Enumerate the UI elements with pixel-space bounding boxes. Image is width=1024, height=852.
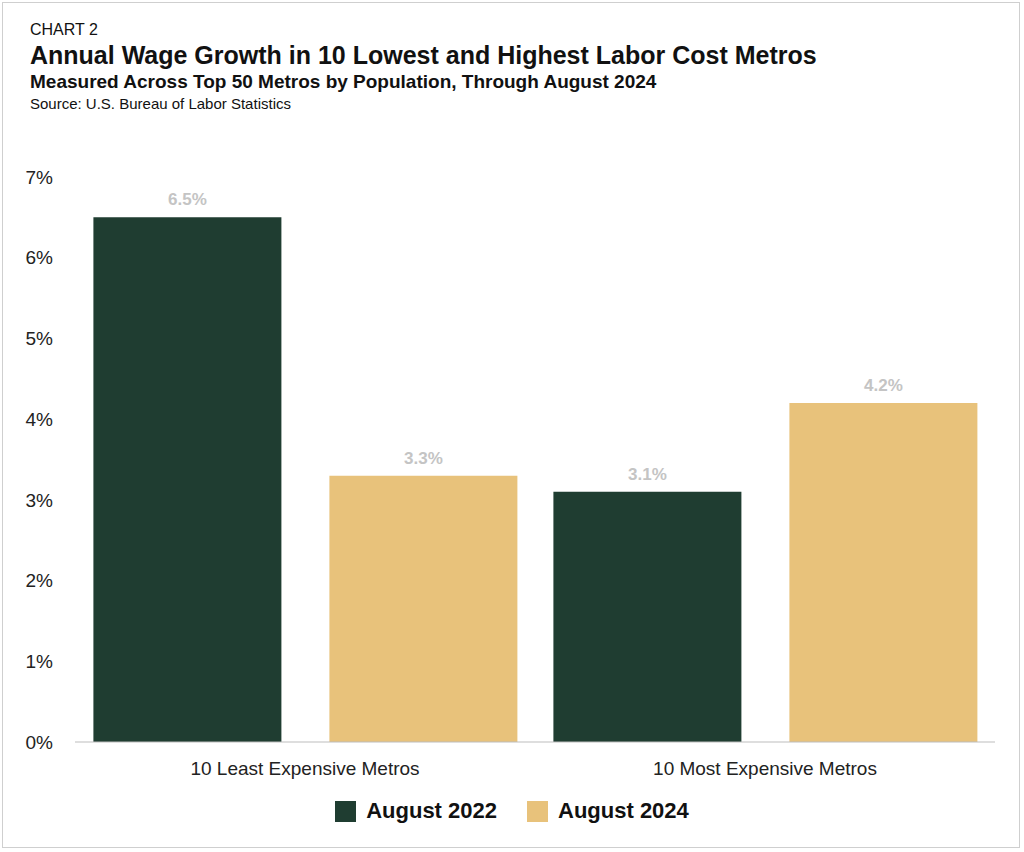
svg-text:10 Least Expensive Metros: 10 Least Expensive Metros: [190, 758, 419, 779]
svg-text:6%: 6%: [26, 247, 54, 268]
svg-text:4.2%: 4.2%: [864, 376, 903, 395]
html-text:Source: U.S. Bureau of Labor S: Source: U.S. Bureau of Labor Statistics: [30, 95, 291, 112]
svg-text:4%: 4%: [26, 409, 54, 430]
svg-text:6.5%: 6.5%: [168, 190, 207, 209]
svg-text:7%: 7%: [26, 167, 54, 188]
svg-text:3%: 3%: [26, 490, 54, 511]
svg-text:3.1%: 3.1%: [628, 465, 667, 484]
svg-text:3.3%: 3.3%: [404, 449, 443, 468]
svg-text:0%: 0%: [26, 732, 54, 753]
html-text:Measured Across Top 50 Metros: Measured Across Top 50 Metros by Populat…: [30, 71, 657, 92]
svg-text:1%: 1%: [26, 651, 54, 672]
html-text:Annual Wage Growth in 10 Lowes: Annual Wage Growth in 10 Lowest and High…: [30, 41, 817, 69]
html-text:August 2024: August 2024: [558, 798, 689, 823]
html-text:CHART 2: CHART 2: [30, 21, 98, 38]
svg-text:2%: 2%: [26, 570, 54, 591]
svg-text:5%: 5%: [26, 328, 54, 349]
html-text:August 2022: August 2022: [366, 798, 497, 823]
svg-text:10 Most Expensive Metros: 10 Most Expensive Metros: [653, 758, 877, 779]
